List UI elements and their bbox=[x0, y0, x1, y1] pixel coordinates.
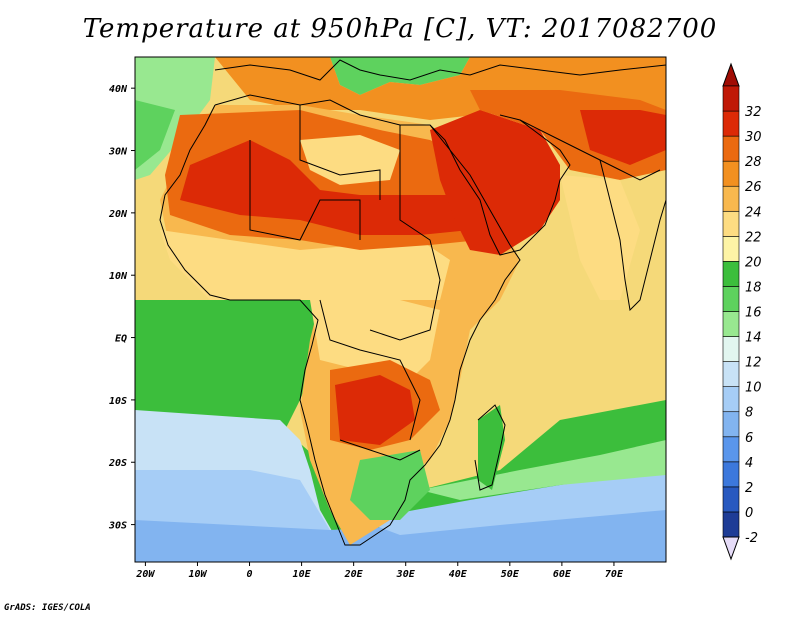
lat-tick-label: 10N bbox=[109, 271, 128, 282]
africa-coastline bbox=[159, 94, 521, 546]
lat-tick-label: EQ bbox=[115, 334, 127, 345]
colorbar-above-arrow bbox=[722, 62, 740, 87]
map-frame bbox=[134, 56, 667, 563]
lat-tick-label: 10S bbox=[109, 396, 127, 407]
europe-coastline bbox=[214, 59, 666, 81]
colorbar-label: -2 bbox=[745, 531, 758, 546]
colorbar-swatch bbox=[722, 286, 740, 312]
libya-cooler bbox=[300, 135, 400, 185]
colorbar-swatch bbox=[722, 135, 740, 162]
colorbar-below-arrow bbox=[722, 536, 740, 561]
arabia-hottest bbox=[430, 110, 560, 255]
south-africa-green bbox=[350, 450, 430, 520]
lon-tick-label: 0 bbox=[247, 569, 253, 580]
colorbar-swatch bbox=[722, 210, 740, 237]
colorbar-swatch bbox=[722, 411, 740, 438]
colorbar-swatch bbox=[722, 261, 740, 287]
colorbar-label: 6 bbox=[745, 431, 753, 446]
lon-tick-label: 70E bbox=[605, 569, 624, 580]
lon-tick-label: 60E bbox=[553, 569, 572, 580]
colorbar-swatch bbox=[722, 236, 740, 262]
atlantic-northwest-green-2 bbox=[135, 100, 175, 170]
lon-tick-label: 10W bbox=[188, 569, 207, 580]
colorbar-swatch bbox=[722, 361, 740, 387]
central-africa-yellow bbox=[310, 300, 440, 380]
colorbar-label: 4 bbox=[745, 456, 753, 471]
colorbar-label: 12 bbox=[745, 356, 762, 371]
colorbar-swatch bbox=[722, 461, 740, 488]
southern-africa-hottest bbox=[335, 375, 415, 445]
country-border-2 bbox=[299, 105, 381, 200]
lat-tick-label: 20S bbox=[108, 458, 127, 469]
lon-tick-label: 40E bbox=[449, 569, 468, 580]
india-yellow bbox=[560, 175, 640, 300]
lat-tick-label: 20N bbox=[108, 209, 128, 220]
madagascar-coastline bbox=[474, 404, 506, 491]
colorbar-label: 32 bbox=[745, 105, 762, 120]
country-border-4 bbox=[319, 299, 421, 441]
colorbar-label: 0 bbox=[745, 506, 753, 521]
lon-tick-label: 50E bbox=[501, 569, 520, 580]
lon-tick-label: 20E bbox=[344, 569, 364, 580]
country-border-3 bbox=[369, 125, 441, 341]
colorbar-swatch bbox=[722, 110, 740, 137]
colorbar-label: 14 bbox=[745, 331, 762, 346]
south-indian-green bbox=[420, 440, 666, 500]
colorbar-swatch bbox=[722, 160, 740, 187]
colorbar-label: 20 bbox=[745, 255, 762, 270]
colorbar-swatch bbox=[722, 185, 740, 212]
country-border-1 bbox=[249, 140, 361, 241]
lat-tick-label: 30S bbox=[108, 521, 127, 532]
colorbar-swatch bbox=[722, 486, 740, 513]
colorbar-label: 28 bbox=[745, 155, 762, 170]
colorbar-label: 16 bbox=[745, 306, 762, 321]
madagascar-green bbox=[478, 405, 505, 490]
south-asia-hot bbox=[580, 110, 666, 165]
india-coastline bbox=[599, 159, 666, 312]
lat-tick-label: 40N bbox=[109, 84, 128, 95]
colorbar-label: 8 bbox=[745, 406, 753, 421]
colorbar-label: 2 bbox=[745, 481, 753, 496]
colorbar-label: 18 bbox=[745, 280, 762, 295]
longitude-ticks: 20W 10W 0 10E 20E 30E 40E 50E 60E 70E bbox=[135, 562, 624, 580]
colorbar-swatch bbox=[722, 311, 740, 337]
colorbar-swatch bbox=[722, 436, 740, 463]
colorbar-label: 24 bbox=[745, 205, 762, 220]
colorbar-label: 10 bbox=[745, 381, 762, 396]
country-border-5 bbox=[339, 439, 421, 461]
colorbar-label: 26 bbox=[745, 180, 762, 195]
lat-tick-label: 30N bbox=[108, 147, 128, 158]
colorbar-swatch bbox=[722, 386, 740, 413]
temperature-field bbox=[135, 57, 666, 562]
colorbar-swatch bbox=[722, 511, 740, 538]
arabia-coastline bbox=[429, 114, 571, 256]
europe-green bbox=[330, 57, 470, 95]
coastlines bbox=[159, 59, 666, 546]
colorbar-swatch bbox=[722, 85, 740, 112]
lon-tick-label: 20W bbox=[135, 569, 155, 580]
credit-label: GrADS: IGES/COLA bbox=[4, 603, 91, 613]
sahara-hottest bbox=[180, 140, 470, 235]
map-title: Temperature at 950hPa [C], VT: 201708270… bbox=[82, 14, 718, 44]
colorbar-swatch bbox=[722, 336, 740, 362]
lon-tick-label: 30E bbox=[396, 569, 416, 580]
latitude-ticks: 40N 30N 20N 10N EQ 10S 20S 30S bbox=[108, 84, 135, 532]
colorbar-label: 22 bbox=[745, 230, 762, 245]
colorbar-label: 30 bbox=[745, 130, 762, 145]
lon-tick-label: 10E bbox=[293, 569, 312, 580]
south-indian-cool bbox=[360, 470, 666, 535]
